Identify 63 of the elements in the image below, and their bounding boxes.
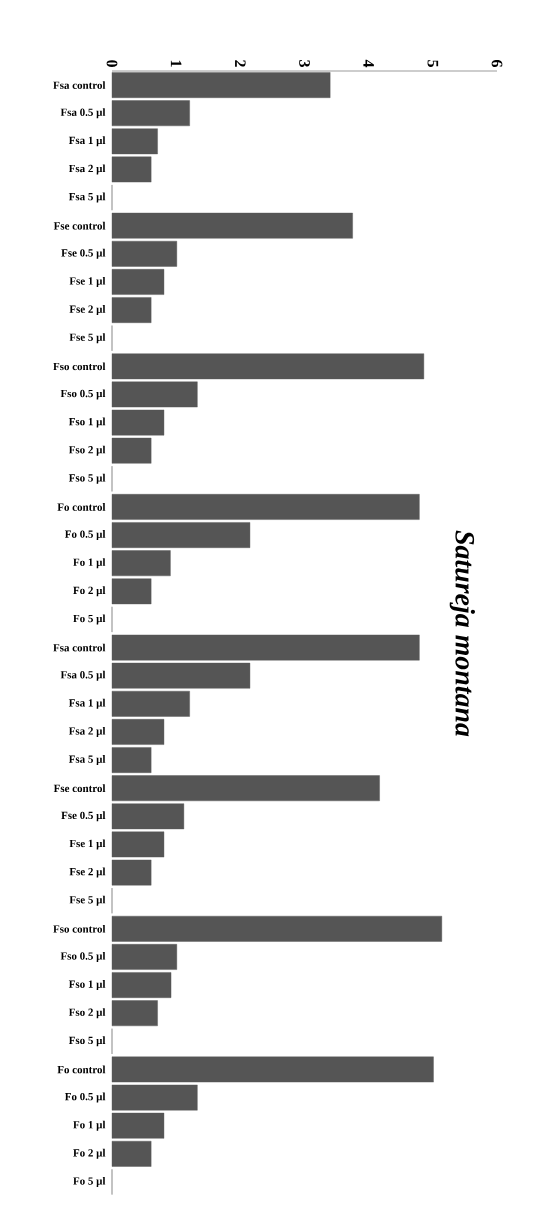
y-tick-label: Fso 0.5 µl bbox=[60, 389, 106, 400]
y-tick-label: Fo 0.5 µl bbox=[64, 1092, 106, 1103]
bar bbox=[111, 269, 165, 295]
bar bbox=[111, 1140, 152, 1167]
x-tick-label: 1 bbox=[170, 60, 182, 67]
y-tick-label: Fse 2 µl bbox=[69, 867, 106, 878]
x-tick-label: 2 bbox=[235, 60, 246, 67]
y-tick-label: Fsa 0.5 µl bbox=[60, 108, 106, 119]
bar bbox=[111, 747, 152, 773]
y-tick-label: Fso 1 µl bbox=[68, 417, 106, 428]
y-tick-label: Fsa 5 µl bbox=[68, 755, 106, 766]
bar bbox=[111, 240, 178, 267]
bar bbox=[111, 494, 420, 520]
x-tick-label: 0 bbox=[106, 60, 118, 67]
y-tick-label: Fo 2 µl bbox=[73, 586, 106, 597]
y-tick-label: Fse 5 µl bbox=[69, 895, 106, 906]
y-tick-label: Fso control bbox=[53, 924, 106, 933]
y-tick-label: Fsa control bbox=[53, 81, 106, 89]
y-tick-label: Fsa control bbox=[53, 643, 106, 652]
y-tick-label: Fo 5 µl bbox=[73, 1176, 106, 1187]
y-tick-label: Fo control bbox=[57, 503, 106, 511]
x-tick-label: 4 bbox=[363, 59, 374, 68]
y-tick-label: Fso 5 µl bbox=[68, 1036, 106, 1047]
bar bbox=[111, 944, 178, 970]
x-tick-label: 6 bbox=[491, 60, 503, 68]
y-tick-label: Fse 1 µl bbox=[69, 839, 106, 850]
y-tick-label: Fse control bbox=[53, 221, 106, 230]
y-tick-label: Fo control bbox=[57, 1065, 106, 1074]
bar bbox=[111, 522, 251, 548]
y-tick-label: Fso 0.5 µl bbox=[60, 951, 106, 962]
bar bbox=[111, 72, 331, 98]
bar bbox=[111, 1000, 158, 1027]
y-tick-label: Fo 0.5 µl bbox=[64, 530, 106, 541]
y-tick-label: Fse control bbox=[53, 784, 106, 793]
y-tick-label: Fo 2 µl bbox=[73, 1148, 106, 1159]
y-tick-label: Fsa 0.5 µl bbox=[60, 670, 106, 681]
y-tick-label: Fse 5 µl bbox=[69, 333, 106, 344]
y-tick-label: Fsa 1 µl bbox=[68, 136, 106, 147]
y-tick-label: Fsa 2 µl bbox=[68, 164, 106, 175]
bar bbox=[111, 297, 152, 323]
y-tick-label: Fo 1 µl bbox=[73, 558, 106, 569]
y-tick-label: Fsa 5 µl bbox=[68, 192, 106, 203]
y-tick-label: Fse 2 µl bbox=[69, 305, 106, 316]
bar bbox=[111, 915, 443, 942]
y-tick-label: Fsa 2 µl bbox=[68, 726, 106, 737]
y-tick-label: Fso 5 µl bbox=[68, 473, 106, 484]
x-tick-label: 3 bbox=[299, 60, 310, 67]
y-tick-label: Fse 1 µl bbox=[69, 276, 106, 287]
y-tick-label: Fo 1 µl bbox=[73, 1120, 106, 1131]
text: Satureja montana bbox=[449, 530, 475, 737]
y-tick-label: Fse 0.5 µl bbox=[61, 248, 106, 259]
x-tick-label: 5 bbox=[427, 60, 439, 67]
y-tick-label: Fso 2 µl bbox=[68, 1008, 106, 1019]
bar bbox=[111, 972, 172, 998]
y-tick-label: Fsa 1 µl bbox=[68, 698, 106, 709]
y-tick-label: Fso 2 µl bbox=[68, 445, 106, 456]
y-tick-label: Fse 0.5 µl bbox=[61, 811, 106, 822]
bar bbox=[111, 212, 353, 239]
y-tick-label: Fo 5 µl bbox=[73, 614, 106, 625]
y-tick-label: Fso control bbox=[53, 362, 106, 371]
y-tick-label: Fso 1 µl bbox=[68, 980, 106, 991]
bar bbox=[111, 690, 190, 717]
bar bbox=[111, 719, 165, 745]
